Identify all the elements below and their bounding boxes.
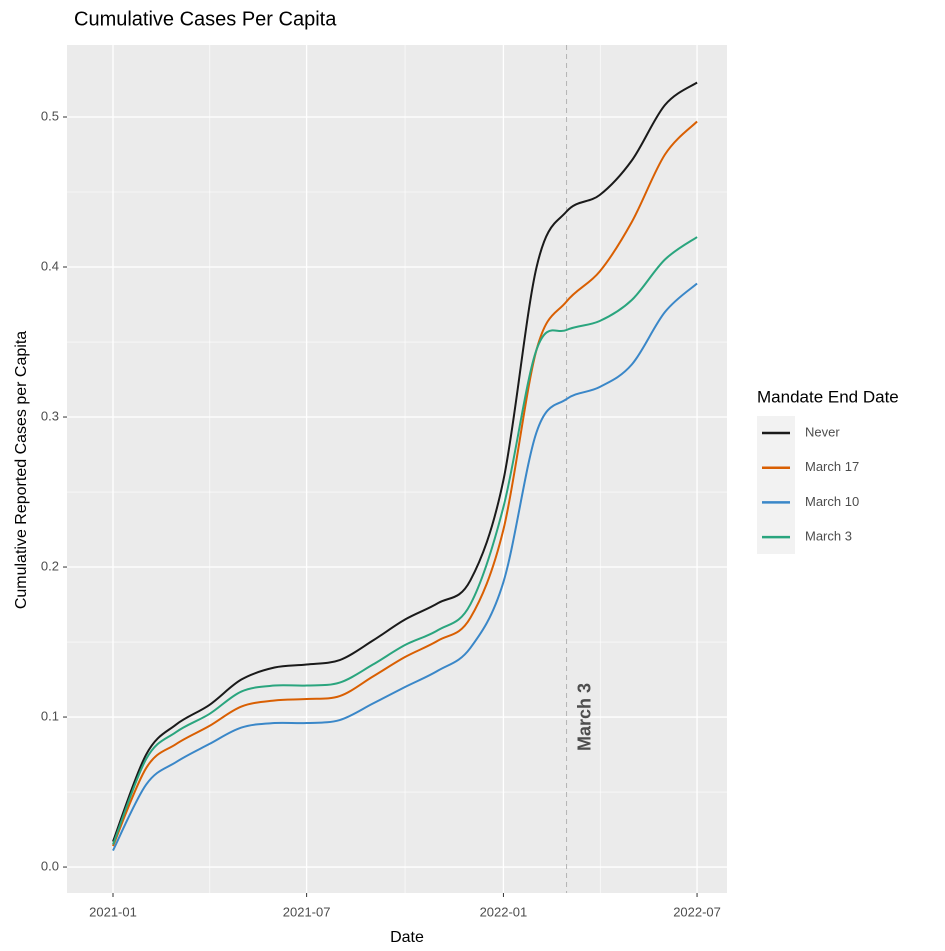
y-tick-label: 0.2 xyxy=(41,558,59,573)
legend-label: March 3 xyxy=(805,529,852,544)
y-tick-label: 0.4 xyxy=(41,258,59,273)
legend-title: Mandate End Date xyxy=(757,387,899,406)
series-line xyxy=(112,120,698,847)
legend-key-bg xyxy=(757,416,795,554)
panel xyxy=(67,45,727,893)
series-line xyxy=(112,81,698,842)
y-tick-label: 0.3 xyxy=(41,408,59,423)
y-tick-label: 0.0 xyxy=(41,858,59,873)
reference-label: March 3 xyxy=(574,683,594,751)
x-tick-label: 2022-01 xyxy=(480,904,528,919)
legend-label: March 17 xyxy=(805,459,859,474)
y-tick-label: 0.5 xyxy=(41,108,59,123)
legend-label: March 10 xyxy=(805,494,859,509)
chart-title: Cumulative Cases Per Capita xyxy=(74,8,337,30)
legend-label: Never xyxy=(805,424,840,439)
x-tick-label: 2021-01 xyxy=(89,904,137,919)
series-line xyxy=(112,236,698,845)
x-tick-label: 2022-07 xyxy=(673,904,721,919)
x-axis-label: Date xyxy=(390,929,424,946)
y-axis-label: Cumulative Reported Cases per Capita xyxy=(13,331,30,609)
series-line xyxy=(112,282,698,851)
x-tick-label: 2021-07 xyxy=(283,904,331,919)
y-tick-label: 0.1 xyxy=(41,708,59,723)
